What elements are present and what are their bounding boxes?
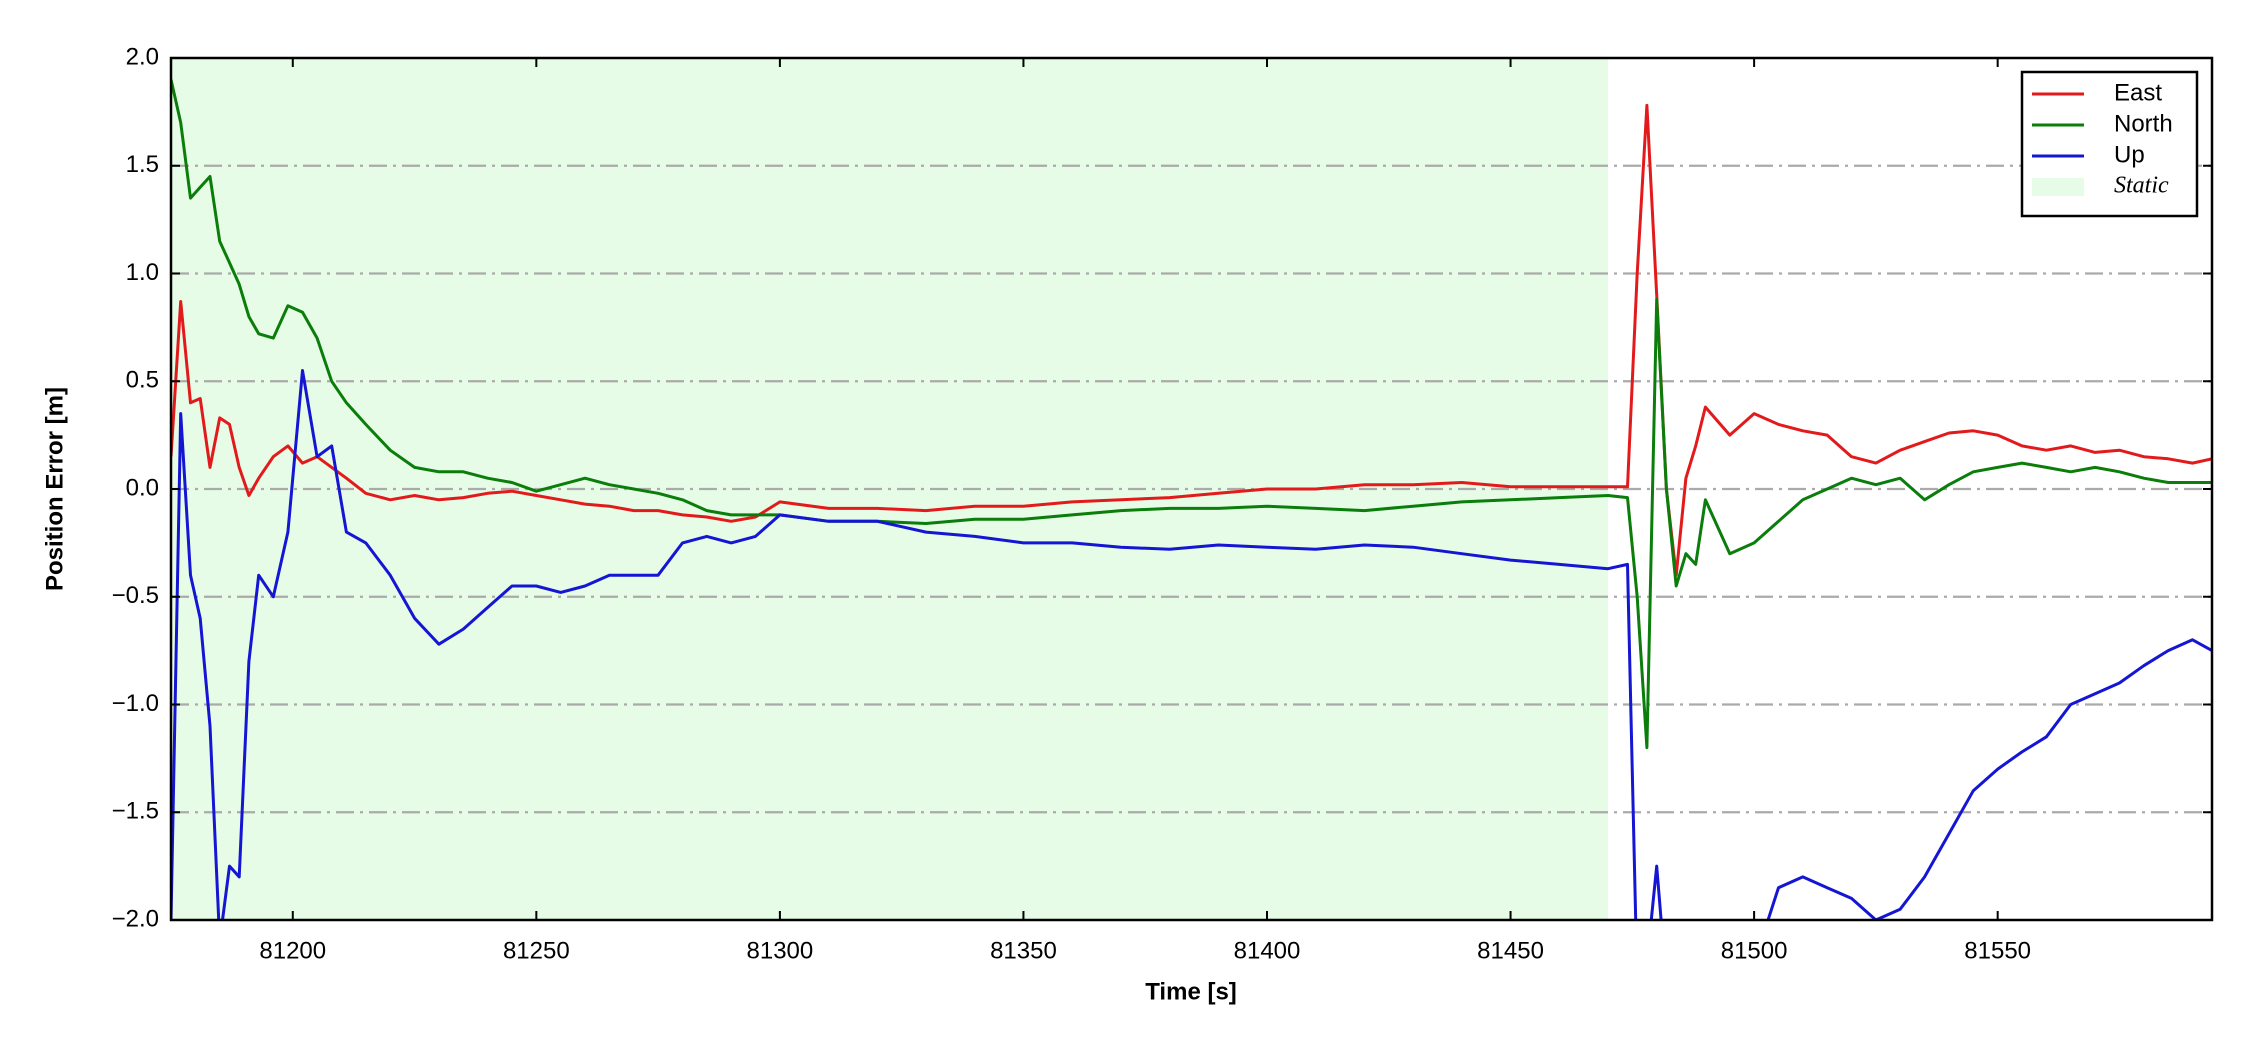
x-tick-label: 81200 (259, 937, 326, 964)
x-tick-label: 81450 (1477, 937, 1544, 964)
series-line (171, 79, 2212, 750)
x-tick-label: 81550 (1964, 937, 2031, 964)
x-tick-label: 81500 (1721, 937, 1788, 964)
x-tick-label: 81400 (1234, 937, 1301, 964)
y-tick-label: 0.5 (126, 367, 159, 394)
x-tick-label: 81350 (990, 937, 1057, 964)
series-line (171, 369, 2212, 920)
legend-label: Up (2114, 141, 2145, 168)
legend-label: Static (2114, 173, 2169, 199)
legend-label: North (2114, 110, 2173, 137)
plot-lines (171, 79, 2212, 920)
plot-area (171, 58, 2212, 920)
y-tick-label: −1.0 (112, 690, 159, 717)
y-tick-label: −2.0 (112, 905, 159, 932)
y-tick-label: 2.0 (126, 43, 159, 70)
legend-swatch (2032, 178, 2084, 196)
plot-frame (169, 56, 2214, 922)
y-tick-label: 0.0 (126, 474, 159, 501)
x-axis-label: Time [s] (1145, 978, 1237, 1005)
x-tick-label: 81250 (503, 937, 570, 964)
y-axis-label: Position Error [m] (41, 387, 68, 591)
y-tick-label: 1.0 (126, 259, 159, 286)
overlay: −2.0 −1.5 −1.0 −0.5 0.0 0.5 1.0 1.5 2.0 81200 8125… (112, 43, 2214, 964)
y-tick-label: −0.5 (112, 582, 159, 609)
x-tick-label: 81300 (747, 937, 814, 964)
legend-label: East (2114, 79, 2162, 106)
series-line (171, 103, 2212, 577)
y-tick-label: −1.5 (112, 798, 159, 825)
y-tick-label: 1.5 (126, 151, 159, 178)
